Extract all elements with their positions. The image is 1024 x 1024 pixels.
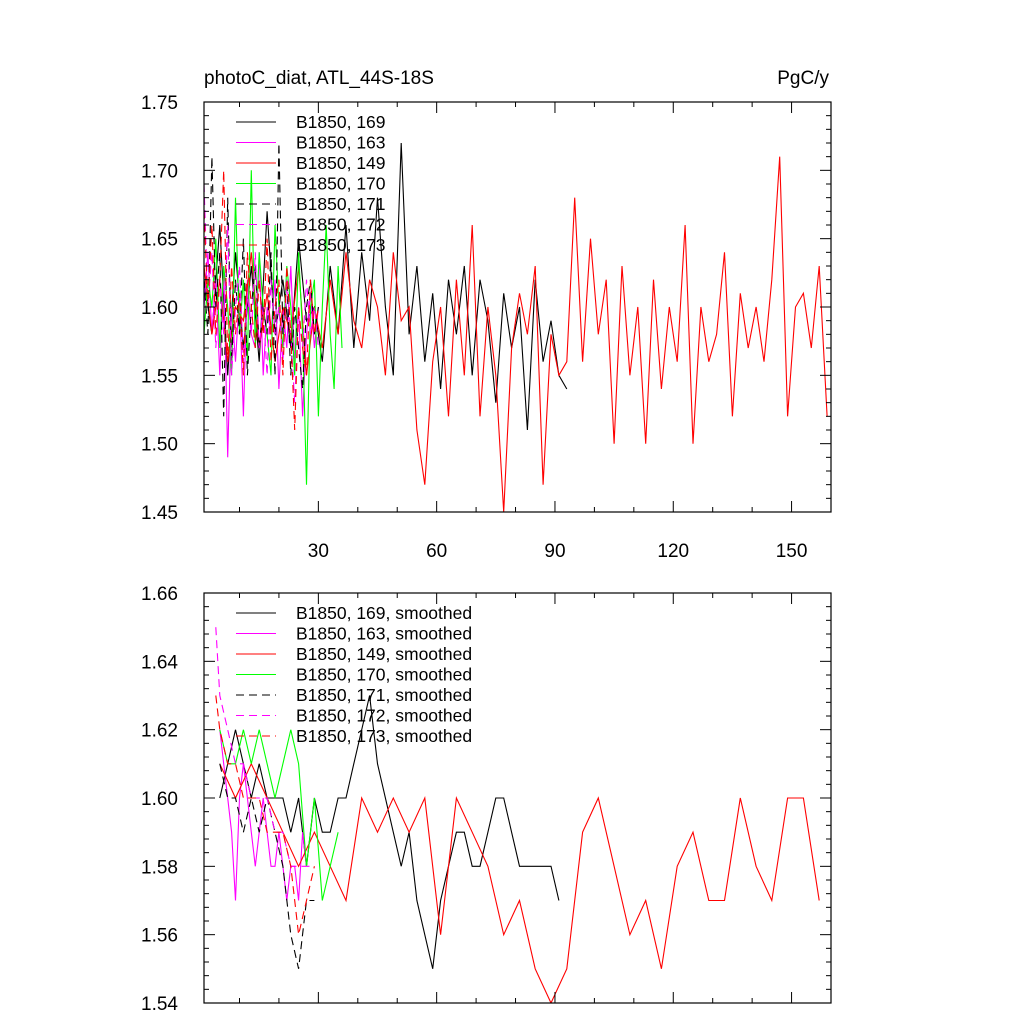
series-lines xyxy=(204,142,828,512)
bottom-chart-panel: 1.54 1.56 1.58 1.60 1.62 1.64 1.66 B1850, 169, … xyxy=(141,584,832,1015)
series-line-5 xyxy=(215,627,315,867)
series-line-3 xyxy=(219,729,339,901)
y-tick-label: 1.60 xyxy=(141,298,178,319)
chart-title: photoC_diat, ATL_44S-18S xyxy=(204,68,434,89)
y-tick-label: 1.75 xyxy=(141,93,178,114)
legend-label-5: B1850, 172 xyxy=(296,215,386,235)
legend-label-4: B1850, 171 xyxy=(296,194,386,214)
series-lines xyxy=(215,627,820,1003)
series-line-6 xyxy=(215,695,315,935)
chart-units: PgC/y xyxy=(777,68,829,89)
y-tick-label: 1.58 xyxy=(141,857,178,878)
legend-label-6: B1850, 173, smoothed xyxy=(296,726,472,746)
legend-label-2: B1850, 149, smoothed xyxy=(296,644,472,664)
x-tick-label: 30 xyxy=(308,541,329,562)
legend-label-0: B1850, 169, smoothed xyxy=(296,603,472,623)
x-tick-label: 150 xyxy=(776,541,808,562)
y-tick-label: 1.66 xyxy=(141,584,178,605)
y-tick-label: 1.62 xyxy=(141,721,178,742)
y-tick-label: 1.55 xyxy=(141,366,178,387)
series-line-2 xyxy=(204,156,828,512)
series-line-0 xyxy=(219,695,560,969)
series-line-6 xyxy=(204,170,319,431)
legend-label-1: B1850, 163 xyxy=(296,133,386,153)
y-tick-label: 1.56 xyxy=(141,926,178,947)
legend-label-6: B1850, 173 xyxy=(296,235,386,255)
series-line-2 xyxy=(219,762,820,1003)
legend-label-4: B1850, 171, smoothed xyxy=(296,685,472,705)
legend-label-3: B1850, 170, smoothed xyxy=(296,665,472,685)
y-tick-label: 1.50 xyxy=(141,435,178,456)
y-tick-label: 1.60 xyxy=(141,789,178,810)
legend-label-2: B1850, 149 xyxy=(296,153,386,173)
legend-label-0: B1850, 169 xyxy=(296,112,386,132)
x-tick-label: 90 xyxy=(544,541,565,562)
legend-label-1: B1850, 163, smoothed xyxy=(296,624,472,644)
y-tick-label: 1.45 xyxy=(141,503,178,524)
y-tick-label: 1.70 xyxy=(141,161,178,182)
top-chart-panel: photoC_diat, ATL_44S-18S PgC/y 1.45 1.50 1… xyxy=(141,68,832,562)
y-tick-label: 1.54 xyxy=(141,994,178,1015)
y-tick-label: 1.64 xyxy=(141,652,178,673)
x-tick-label: 120 xyxy=(657,541,689,562)
series-line-0 xyxy=(204,142,568,431)
y-tick-label: 1.65 xyxy=(141,230,178,251)
legend-label-5: B1850, 172, smoothed xyxy=(296,706,472,726)
legend-label-3: B1850, 170 xyxy=(296,174,386,194)
x-tick-label: 60 xyxy=(426,541,447,562)
